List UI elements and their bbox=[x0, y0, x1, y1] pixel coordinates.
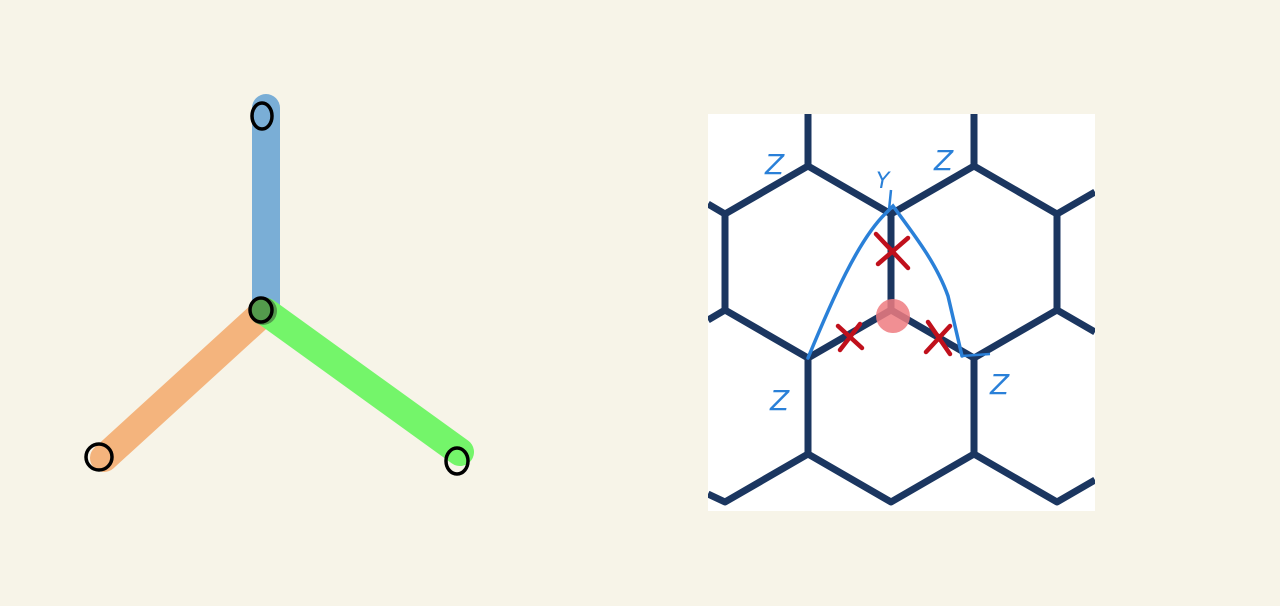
highlighted-vertex bbox=[876, 299, 910, 333]
three-bond-figure bbox=[84, 94, 474, 476]
cross-right bbox=[923, 319, 953, 357]
cross-top bbox=[873, 231, 911, 271]
label-z-bottom-right: Z bbox=[989, 368, 1010, 401]
label-z-top-right: Z bbox=[933, 144, 954, 177]
cross-left bbox=[835, 321, 865, 353]
label-y-top-center: Y bbox=[876, 169, 891, 194]
center-node bbox=[248, 296, 274, 324]
label-z-top-left: Z bbox=[764, 148, 785, 181]
loop-curve bbox=[806, 203, 964, 360]
loop-tail-top bbox=[887, 189, 893, 211]
left-bond bbox=[90, 298, 278, 472]
left-node bbox=[84, 442, 114, 472]
cross-marks bbox=[835, 231, 953, 357]
right-bond bbox=[252, 298, 474, 466]
honeycomb-panel: Z Y Z Z Z bbox=[708, 114, 1095, 511]
top-node bbox=[250, 101, 274, 131]
right-node bbox=[444, 446, 470, 476]
honeycomb-figure: Z Y Z Z Z bbox=[708, 114, 1095, 506]
label-z-bottom-left: Z bbox=[769, 384, 790, 417]
loop-tail-right bbox=[961, 352, 991, 358]
